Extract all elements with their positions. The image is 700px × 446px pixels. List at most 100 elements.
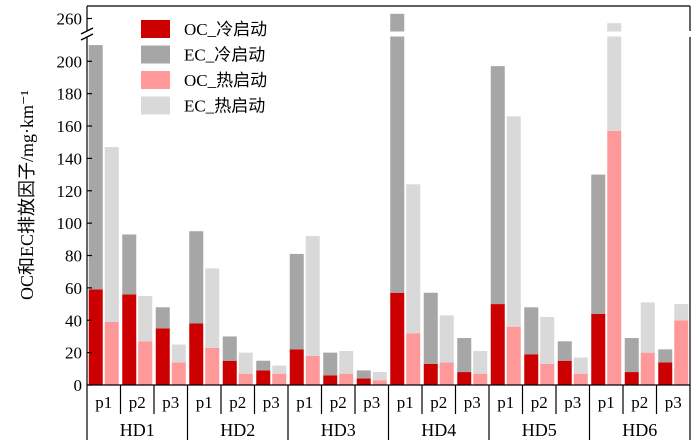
bar-hd4-p1-oc-cold	[390, 292, 405, 385]
bar-hd1-p2-ec-cold	[122, 234, 137, 295]
bar-hd4-p2-oc-cold	[423, 363, 438, 385]
bar-hd3-p2-ec-hot	[339, 351, 354, 374]
bar-hd6-p1-ec-cold	[591, 174, 606, 314]
bar-hd1-p2-oc-cold	[122, 294, 137, 385]
bar-hd3-p1-ec-hot	[305, 236, 320, 356]
bar-hd6-p3-ec-hot	[674, 304, 689, 321]
bar-hd4-p3-oc-cold	[457, 372, 472, 385]
legend: OC_冷启动 EC_冷启动 OC_热启动 EC_热启动	[141, 20, 267, 116]
bar-hd2-p2-ec-hot	[238, 352, 253, 374]
axis-break-band	[85, 31, 692, 37]
phase-label-hd2-p3: p3	[263, 393, 280, 412]
y-tick-label-180: 180	[57, 85, 83, 104]
phase-label-hd6-p2: p2	[631, 393, 648, 412]
bar-hd5-p3-ec-cold	[557, 341, 572, 361]
y-tick-label-200: 200	[57, 52, 83, 71]
bar-hd2-p3-ec-hot	[272, 365, 287, 374]
bar-hd2-p2-oc-hot	[238, 373, 253, 385]
bar-hd4-p2-ec-hot	[439, 315, 454, 363]
phase-label-hd6-p3: p3	[665, 393, 682, 412]
bar-hd6-p3-oc-hot	[674, 320, 689, 385]
legend-label-ec-cold: EC_冷启动	[184, 46, 265, 65]
bar-hd4-p1-ec-cold	[390, 13, 405, 293]
bar-hd2-p1-ec-cold	[189, 231, 204, 324]
bar-hd4-p3-oc-hot	[473, 373, 488, 385]
bar-hd5-p1-ec-cold	[490, 66, 505, 305]
legend-label-oc-hot: OC_热启动	[184, 71, 267, 90]
bar-hd6-p1-oc-cold	[591, 313, 606, 385]
y-axis-title: OC和EC排放因子/mg·km⁻¹	[17, 90, 37, 300]
bar-hd4-p3-ec-hot	[473, 351, 488, 374]
legend-label-oc-cold: OC_冷启动	[184, 20, 267, 39]
y-tick-label-260: 260	[57, 10, 83, 29]
phase-label-hd5-p3: p3	[564, 393, 581, 412]
bar-hd4-p2-oc-hot	[439, 362, 454, 385]
bar-hd2-p2-ec-cold	[222, 336, 237, 361]
bar-hd1-p1-oc-cold	[88, 289, 103, 385]
bar-hd6-p1-oc-hot	[607, 130, 622, 385]
bar-hd3-p1-oc-cold	[289, 349, 304, 385]
legend-swatch-ec-cold	[141, 45, 170, 64]
y-tick-label-20: 20	[65, 344, 82, 363]
bar-hd1-p3-oc-hot	[171, 362, 186, 385]
phase-label-hd1-p2: p2	[129, 393, 146, 412]
bar-hd1-p1-oc-hot	[104, 321, 119, 385]
bar-hd4-p2-ec-cold	[423, 292, 438, 364]
axis-break-mark-upper	[80, 27, 94, 35]
bar-hd2-p2-oc-cold	[222, 360, 237, 385]
bar-hd4-p1-ec-hot	[406, 184, 421, 334]
phase-label-hd6-p1: p1	[598, 393, 615, 412]
y-tick-label-40: 40	[65, 311, 82, 330]
bar-hd3-p1-ec-cold	[289, 253, 304, 350]
bar-hd2-p3-oc-hot	[272, 373, 287, 385]
bar-hd5-p3-oc-cold	[557, 360, 572, 385]
labels-layer: p1 p2 p3 HD1 p1 p2 p3 HD2 p1 p2 p3 HD3 p1 p2 p3 HD4 p1 p2…	[57, 10, 682, 441]
bar-hd2-p1-ec-hot	[205, 268, 220, 348]
bar-hd3-p3-oc-hot	[372, 380, 387, 385]
phase-label-hd2-p1: p1	[196, 393, 213, 412]
legend-swatch-oc-hot	[141, 71, 170, 89]
bar-hd1-p2-oc-hot	[138, 341, 153, 385]
bar-hd1-p3-oc-cold	[155, 328, 170, 385]
axis-layer	[80, 5, 691, 440]
bar-hd6-p2-ec-hot	[640, 302, 655, 353]
bar-hd6-p2-oc-hot	[640, 352, 655, 385]
phase-label-hd1-p3: p3	[162, 393, 179, 412]
phase-label-hd4-p3: p3	[464, 393, 481, 412]
bar-hd5-p1-oc-cold	[490, 304, 505, 385]
y-tick-label-60: 60	[65, 279, 82, 298]
bar-hd1-p3-ec-hot	[171, 344, 186, 363]
group-label-hd3: HD3	[321, 420, 356, 440]
bar-hd6-p1-ec-hot	[607, 23, 622, 131]
group-label-hd4: HD4	[421, 420, 456, 440]
group-label-hd1: HD1	[120, 420, 155, 440]
bar-hd6-p2-ec-cold	[624, 338, 639, 373]
bar-hd5-p3-oc-hot	[573, 373, 588, 385]
y-tick-label-120: 120	[57, 182, 83, 201]
bar-hd3-p2-oc-cold	[323, 375, 338, 385]
bar-hd5-p2-ec-cold	[524, 307, 539, 355]
bar-hd3-p2-ec-cold	[323, 352, 338, 376]
bar-hd1-p1-ec-hot	[104, 147, 119, 322]
phase-label-hd3-p1: p1	[296, 393, 313, 412]
y-tick-label-160: 160	[57, 117, 83, 136]
phase-label-hd2-p2: p2	[229, 393, 246, 412]
phase-label-hd3-p2: p2	[330, 393, 347, 412]
phase-label-hd5-p2: p2	[531, 393, 548, 412]
bar-hd6-p3-ec-cold	[658, 349, 673, 363]
bar-hd5-p1-ec-hot	[506, 116, 521, 327]
bar-hd3-p3-oc-cold	[356, 378, 371, 385]
bar-hd6-p3-oc-cold	[658, 362, 673, 385]
bar-hd3-p3-ec-cold	[356, 370, 371, 379]
bar-hd6-p2-oc-cold	[624, 372, 639, 385]
phase-label-hd1-p1: p1	[95, 393, 112, 412]
bar-hd3-p3-ec-hot	[372, 372, 387, 381]
bar-hd5-p1-oc-hot	[506, 326, 521, 385]
group-label-hd5: HD5	[522, 420, 557, 440]
bar-hd4-p1-oc-hot	[406, 333, 421, 385]
bar-hd5-p2-oc-cold	[524, 354, 539, 385]
bar-hd2-p3-oc-cold	[256, 370, 271, 385]
bar-hd1-p1-ec-cold	[88, 45, 103, 290]
group-label-hd6: HD6	[622, 420, 657, 440]
